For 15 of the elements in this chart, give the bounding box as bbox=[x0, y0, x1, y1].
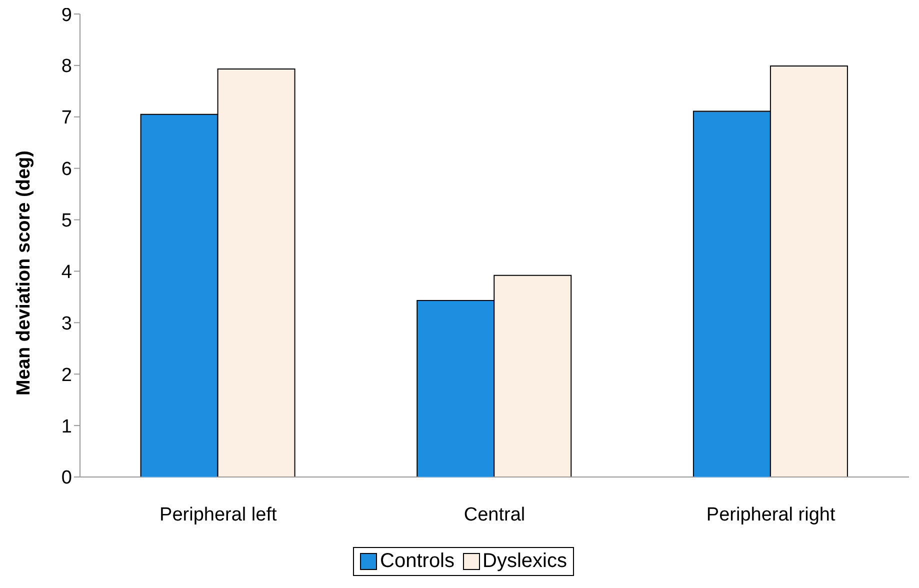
y-tick-label: 0 bbox=[61, 468, 72, 489]
y-tick-label: 2 bbox=[61, 364, 72, 386]
y-tick-label: 4 bbox=[61, 262, 72, 283]
legend-label: Dyslexics bbox=[482, 550, 567, 573]
y-tick-label: 8 bbox=[61, 56, 72, 78]
y-tick-label: 6 bbox=[61, 159, 72, 180]
x-tick-label: Peripheral left bbox=[160, 504, 278, 526]
y-tick-label: 1 bbox=[61, 416, 72, 438]
y-tick-label: 7 bbox=[61, 108, 72, 129]
legend-label: Controls bbox=[379, 550, 455, 573]
y-tick-label: 5 bbox=[61, 210, 72, 232]
x-tick-label: Central bbox=[464, 504, 526, 526]
x-tick-label: Peripheral right bbox=[706, 504, 836, 526]
y-tick-label: 3 bbox=[61, 313, 72, 334]
y-axis-title: Mean deviation score (deg) bbox=[14, 150, 35, 396]
